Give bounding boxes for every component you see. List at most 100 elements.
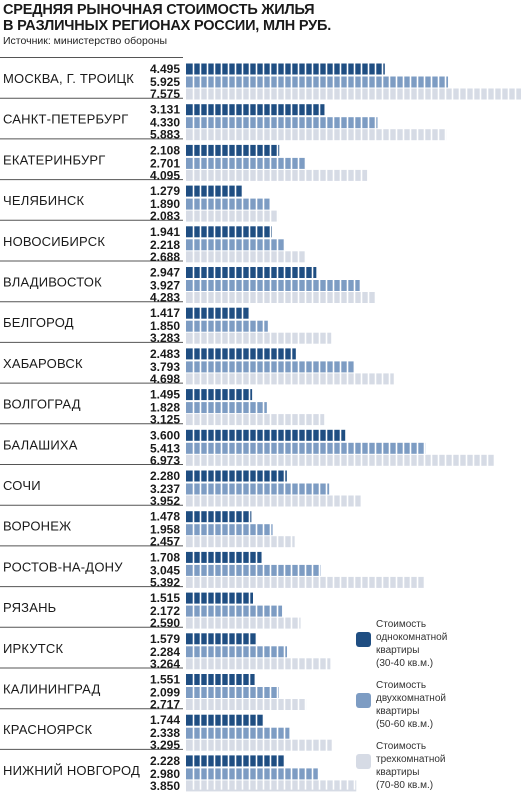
category-label: СОЧИ (3, 478, 41, 493)
bar (186, 714, 264, 726)
value-label: 1.828 (150, 401, 180, 415)
category-label: КАЛИНИНГРАД (3, 682, 100, 697)
bar (186, 551, 262, 563)
bar (186, 739, 332, 751)
bar (186, 332, 332, 344)
value-label: 4.495 (150, 62, 180, 76)
value-label: 5.413 (150, 441, 180, 455)
bar (186, 320, 268, 332)
bar (186, 658, 331, 670)
category-label: САНКТ-ПЕТЕРБУРГ (3, 112, 129, 127)
chart-title-line-2: В РАЗЛИЧНЫХ РЕГИОНАХ РОССИИ, МЛН РУБ. (3, 18, 332, 34)
value-label: 2.701 (150, 156, 180, 170)
bar (186, 646, 288, 658)
value-label: 2.172 (150, 604, 180, 618)
value-label: 3.793 (150, 360, 180, 374)
category-label: БАЛАШИХА (3, 437, 78, 452)
bar (186, 687, 279, 698)
value-label: 2.228 (150, 754, 180, 768)
bar (186, 292, 376, 303)
value-label: 1.958 (150, 523, 180, 537)
value-label: 2.483 (150, 347, 180, 361)
value-label: 2.284 (150, 645, 180, 659)
category-label: РОСТОВ-НА-ДОНУ (3, 559, 123, 574)
bar (186, 389, 253, 401)
bar-segment-lines (192, 57, 523, 790)
value-label: 1.708 (150, 550, 180, 564)
legend-swatch-one-room (356, 632, 371, 647)
value-label: 2.457 (150, 535, 180, 549)
category-label: ВОРОНЕЖ (3, 519, 71, 534)
bar (186, 104, 325, 116)
value-label: 2.688 (150, 250, 180, 264)
value-label: 5.925 (150, 75, 180, 89)
value-label: 1.279 (150, 184, 180, 198)
category-label: ВЛАДИВОСТОК (3, 275, 102, 290)
value-label: 1.941 (150, 225, 180, 239)
category-label: НИЖНИЙ НОВГОРОД (3, 763, 140, 778)
legend-label-three-room: Стоимость трехкомнатной квартиры (70-80 кв.… (376, 741, 446, 791)
value-label: 5.392 (150, 575, 180, 589)
legend-swatch-two-room (356, 693, 371, 708)
value-label: 4.330 (150, 116, 180, 130)
value-label: 1.850 (150, 319, 180, 333)
bar (186, 76, 449, 88)
bar (186, 63, 385, 75)
value-label: 2.099 (150, 686, 180, 700)
value-label: 3.952 (150, 494, 180, 508)
bar (186, 511, 252, 523)
bar (186, 307, 249, 319)
category-label: КРАСНОЯРСК (3, 722, 92, 737)
value-label: 5.883 (150, 128, 180, 142)
legend-label-two-room: Стоимость двухкомнатной квартиры (50-60 кв.… (376, 680, 446, 730)
bar (186, 699, 307, 710)
value-label: 2.280 (150, 469, 180, 483)
category-label: ХАБАРОВСК (3, 356, 83, 371)
bar (186, 144, 280, 156)
value-label: 4.283 (150, 291, 180, 305)
value-label: 1.890 (150, 197, 180, 211)
bar (186, 117, 378, 129)
category-label: БЕЛГОРОД (3, 315, 74, 330)
bar (186, 727, 290, 739)
value-label: 2.083 (150, 209, 180, 223)
bar (186, 157, 306, 169)
value-label: 1.551 (150, 673, 180, 687)
value-label: 3.264 (150, 657, 180, 671)
value-label: 3.295 (150, 738, 180, 752)
value-label: 3.283 (150, 331, 180, 345)
bar (186, 605, 283, 617)
value-label: 4.095 (150, 168, 180, 182)
value-label: 2.590 (150, 616, 180, 630)
category-label: ВОЛГОГРАД (3, 397, 81, 412)
bar (186, 564, 321, 576)
bar (186, 373, 394, 385)
category-label: НОВОСИБИРСК (3, 234, 105, 249)
bar (186, 129, 447, 141)
bar (186, 280, 360, 291)
value-label: 3.131 (150, 103, 180, 117)
bar (186, 169, 368, 181)
category-label: РЯЗАНЬ (3, 600, 56, 615)
bar (186, 768, 318, 780)
bar (186, 210, 279, 222)
value-label: 1.515 (150, 591, 180, 605)
value-label: 2.980 (150, 767, 180, 781)
bar (186, 348, 296, 360)
chart-source: Источник: министерство обороны (3, 35, 168, 47)
value-label: 3.125 (150, 413, 180, 427)
legend-label-one-room: Стоимость однокомнатной квартиры (30-40 кв.… (376, 619, 448, 669)
value-label: 3.600 (150, 428, 180, 442)
category-label: ЕКАТЕРИНБУРГ (3, 152, 106, 167)
value-label: 1.478 (150, 510, 180, 524)
value-label: 1.417 (150, 306, 180, 320)
bar (186, 267, 317, 278)
bar (186, 470, 287, 482)
value-label: 7.575 (150, 87, 180, 101)
value-label: 6.973 (150, 453, 180, 467)
category-label: ИРКУТСК (3, 641, 64, 656)
chart-title-line-1: СРЕДНЯЯ РЫНОЧНАЯ СТОИМОСТЬ ЖИЛЬЯ (3, 2, 315, 18)
value-label: 2.338 (150, 726, 180, 740)
value-label: 3.045 (150, 563, 180, 577)
